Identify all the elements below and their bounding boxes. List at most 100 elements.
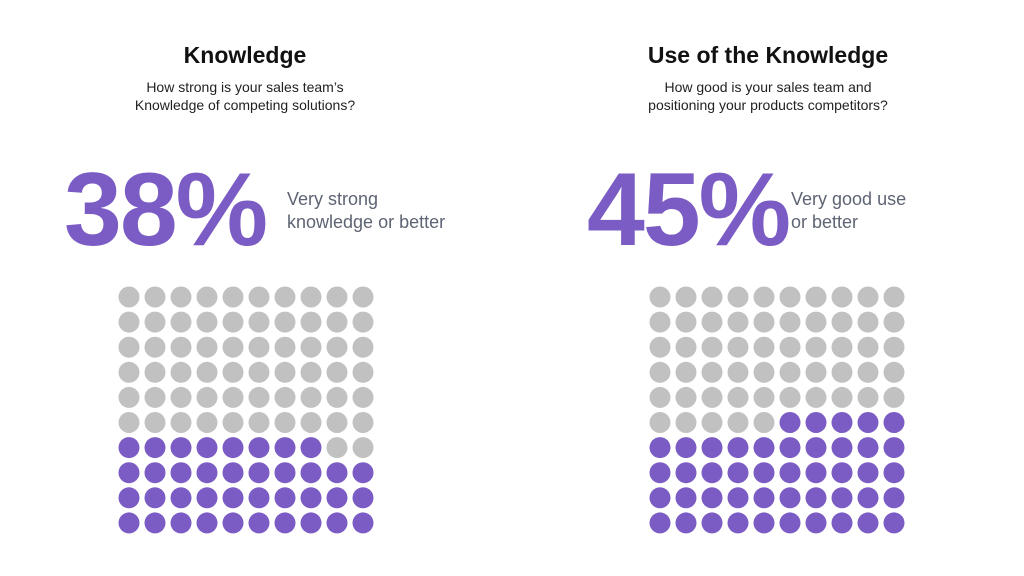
empty-dot: [222, 412, 244, 433]
filled-dot: [883, 437, 905, 459]
filled-dot: [701, 462, 723, 484]
empty-dot: [274, 361, 296, 383]
empty-dot: [779, 336, 801, 358]
filled-dot: [831, 437, 853, 459]
empty-dot: [274, 286, 296, 308]
empty-dot: [196, 412, 218, 433]
filled-dot: [883, 462, 905, 484]
empty-dot: [170, 286, 192, 308]
empty-dot: [883, 361, 905, 383]
empty-dot: [118, 311, 140, 333]
empty-dot: [196, 286, 218, 308]
empty-dot: [326, 286, 348, 308]
filled-dot: [222, 437, 244, 459]
filled-dot: [727, 512, 749, 534]
empty-dot: [352, 412, 374, 433]
empty-dot: [649, 311, 671, 333]
filled-dot: [805, 487, 827, 509]
empty-dot: [675, 386, 697, 408]
filled-dot: [144, 437, 166, 459]
empty-dot: [805, 386, 827, 408]
chart-title: Knowledge: [184, 42, 307, 68]
empty-dot: [805, 311, 827, 333]
filled-dot: [274, 437, 296, 459]
caption: Very strong: [287, 189, 378, 209]
empty-dot: [300, 386, 322, 408]
empty-dot: [170, 386, 192, 408]
subtitle: positioning your products competitors?: [648, 97, 888, 113]
empty-dot: [857, 311, 879, 333]
empty-dot: [831, 286, 853, 308]
big-value: 38%: [64, 152, 266, 268]
filled-dot: [727, 487, 749, 509]
empty-dot: [118, 412, 140, 433]
filled-dot: [805, 462, 827, 484]
empty-dot: [831, 386, 853, 408]
empty-dot: [352, 386, 374, 408]
subtitle: How strong is your sales team’s: [146, 79, 343, 95]
empty-dot: [727, 286, 749, 308]
empty-dot: [144, 311, 166, 333]
filled-dot: [675, 437, 697, 459]
filled-dot: [274, 462, 296, 484]
filled-dot: [779, 412, 801, 433]
empty-dot: [222, 361, 244, 383]
filled-dot: [144, 512, 166, 534]
empty-dot: [701, 336, 723, 358]
empty-dot: [222, 336, 244, 358]
empty-dot: [144, 286, 166, 308]
empty-dot: [326, 412, 348, 433]
filled-dot: [701, 512, 723, 534]
empty-dot: [675, 361, 697, 383]
empty-dot: [248, 361, 270, 383]
filled-dot: [222, 512, 244, 534]
empty-dot: [300, 311, 322, 333]
filled-dot: [857, 487, 879, 509]
empty-dot: [727, 361, 749, 383]
filled-dot: [753, 437, 775, 459]
filled-dot: [727, 462, 749, 484]
filled-dot: [831, 487, 853, 509]
empty-dot: [326, 386, 348, 408]
empty-dot: [675, 412, 697, 433]
filled-dot: [649, 487, 671, 509]
filled-dot: [248, 462, 270, 484]
empty-dot: [675, 336, 697, 358]
empty-dot: [883, 386, 905, 408]
caption: Very good use: [791, 189, 906, 209]
empty-dot: [701, 386, 723, 408]
empty-dot: [118, 361, 140, 383]
empty-dot: [118, 336, 140, 358]
filled-dot: [701, 487, 723, 509]
filled-dot: [857, 412, 879, 433]
filled-dot: [300, 512, 322, 534]
empty-dot: [248, 386, 270, 408]
empty-dot: [196, 336, 218, 358]
filled-dot: [248, 437, 270, 459]
empty-dot: [753, 286, 775, 308]
empty-dot: [883, 311, 905, 333]
empty-dot: [701, 361, 723, 383]
empty-dot: [222, 386, 244, 408]
empty-dot: [727, 336, 749, 358]
empty-dot: [831, 361, 853, 383]
filled-dot: [857, 462, 879, 484]
filled-dot: [326, 487, 348, 509]
chart-title: Use of the Knowledge: [648, 42, 888, 68]
filled-dot: [779, 512, 801, 534]
empty-dot: [144, 386, 166, 408]
empty-dot: [248, 311, 270, 333]
filled-dot: [753, 487, 775, 509]
empty-dot: [300, 336, 322, 358]
filled-dot: [883, 412, 905, 433]
filled-dot: [196, 462, 218, 484]
empty-dot: [352, 361, 374, 383]
filled-dot: [274, 487, 296, 509]
empty-dot: [196, 311, 218, 333]
empty-dot: [300, 412, 322, 433]
empty-dot: [753, 386, 775, 408]
filled-dot: [170, 437, 192, 459]
filled-dot: [857, 512, 879, 534]
filled-dot: [675, 462, 697, 484]
